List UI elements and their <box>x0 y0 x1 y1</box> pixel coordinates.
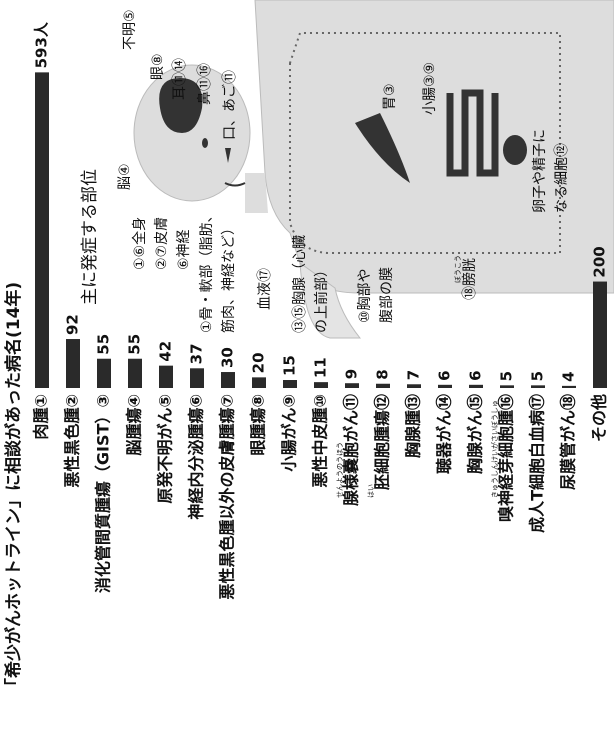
value-label: 4 <box>560 371 578 381</box>
category-label: 悪性中皮腫⑩ <box>311 394 330 488</box>
diagram-label: 耳⑪⑭ <box>172 58 188 100</box>
value-label: 5 <box>498 371 516 381</box>
category-ruby: はい <box>367 484 375 498</box>
diagram-label: 脳④ <box>117 163 133 190</box>
intestine <box>446 89 499 177</box>
bar <box>283 380 297 388</box>
category-label: 胸腺がん⑮ <box>466 394 485 474</box>
value-label: 11 <box>312 357 330 378</box>
bladder <box>503 135 527 165</box>
value-label: 42 <box>157 341 175 362</box>
bar <box>531 385 545 388</box>
bar <box>407 384 421 388</box>
category-label: 悪性黒色腫以外の皮膚腫瘍⑦ <box>218 394 237 600</box>
bar <box>221 372 235 388</box>
category-label: 腺様嚢胞がん⑪ <box>342 394 361 506</box>
category-label: 成人T細胞白血病⑰ <box>528 394 547 533</box>
category-label: 聴器がん⑭ <box>435 394 454 474</box>
diagram-heading: 主に発症する部位 <box>80 169 100 305</box>
bar <box>128 358 142 388</box>
brain <box>159 78 203 133</box>
diagram-label: ⑱膀胱 <box>461 258 478 300</box>
bar <box>500 385 514 388</box>
bar <box>314 382 328 388</box>
diagram-label: 卵子や精子に <box>532 129 548 213</box>
diagram-label: 筋肉、神経など） <box>220 221 237 333</box>
value-label: 6 <box>436 370 454 380</box>
value-label: 92 <box>64 314 82 335</box>
value-label: 55 <box>95 334 113 355</box>
nose <box>225 148 231 163</box>
organ-outline <box>289 32 561 254</box>
diagram-label: 血液⑰ <box>257 268 273 310</box>
bar <box>376 383 390 388</box>
category-label: 尿膜管がん⑱ <box>559 394 578 490</box>
bar <box>469 384 483 388</box>
category-label: 眼腫瘍⑧ <box>249 394 268 456</box>
value-label: 5 <box>529 371 547 381</box>
diagram-label: 腹部の膜 <box>378 267 395 323</box>
value-label: 200 <box>591 246 609 277</box>
value-label: 20 <box>250 352 268 373</box>
bar <box>66 339 80 388</box>
bar <box>438 384 452 388</box>
diagram-label: なる細胞⑫ <box>554 143 570 213</box>
bar <box>35 72 49 388</box>
mouth <box>224 182 246 187</box>
diagram-label: ⑬⑮胸腺（心臓 <box>292 235 308 333</box>
diagram-label: 鼻⑪⑯ <box>196 63 213 105</box>
diagram-label: ①⑥全身 <box>131 217 148 270</box>
diagram-label: 不明⑤ <box>122 9 138 50</box>
value-label: 30 <box>219 347 237 368</box>
diagram-label: ⑥神経 <box>176 229 192 270</box>
diagram-ruby: ぼうこう <box>454 255 462 283</box>
category-label: 胚細胞腫瘍⑫ <box>373 394 392 490</box>
bar <box>190 368 204 388</box>
value-label: 8 <box>374 369 392 379</box>
category-label: 胸腺腫⑬ <box>404 394 423 458</box>
body-figure <box>133 0 614 339</box>
bar <box>97 358 111 388</box>
category-label: 脳腫瘍④ <box>125 394 144 456</box>
value-label: 9 <box>343 369 361 379</box>
diagram-label: の上前部） <box>313 263 330 333</box>
bar <box>593 281 607 388</box>
category-label: 悪性黒色腫② <box>63 394 82 488</box>
diagram-label: 小腸③⑨ <box>422 62 438 115</box>
value-label: 37 <box>188 343 206 364</box>
category-label: その他 <box>590 394 609 442</box>
category-ruby: せんようのうほう <box>336 442 344 498</box>
eye <box>202 138 208 148</box>
category-label: 小腸がん⑨ <box>280 394 299 472</box>
value-label: 15 <box>281 355 299 376</box>
bar <box>252 377 266 388</box>
bar <box>159 365 173 388</box>
diagram-label: 眼⑧ <box>150 53 166 80</box>
rotated-chart: 「希少がんホットライン」に相談があった病名(14年) 肉腫① 593人悪性黒色腫②… <box>3 0 614 695</box>
diagram-label: 口、あご⑪ <box>222 70 238 140</box>
category-label: 神経内分泌腫瘍⑥ <box>187 394 206 520</box>
value-label: 7 <box>405 370 423 380</box>
neck <box>245 173 268 213</box>
diagram-label: ①骨・軟部（脂肪、 <box>199 208 215 333</box>
diagram-label: 胃③ <box>382 83 398 110</box>
diagram-label: ②⑦皮膚 <box>154 217 170 270</box>
category-label: 消化管間質腫瘍（GIST）③ <box>94 394 113 593</box>
category-label: 肉腫① <box>32 394 51 440</box>
chart-title: 「希少がんホットライン」に相談があった病名(14年) <box>3 282 24 695</box>
arm <box>299 261 362 339</box>
bar <box>562 385 576 388</box>
value-label: 55 <box>126 334 144 355</box>
category-label: 原発不明がん⑤ <box>156 394 175 504</box>
value-label: 593人 <box>33 21 51 68</box>
diagram-label: ⑩胸部や <box>357 268 373 323</box>
stomach <box>355 113 410 183</box>
category-ruby: きゅうしんけいがさいぼうしゅ <box>490 400 499 498</box>
category-label: 嗅神経芽細胞腫⑯ <box>497 394 516 522</box>
bar <box>345 383 359 388</box>
value-label: 6 <box>467 370 485 380</box>
